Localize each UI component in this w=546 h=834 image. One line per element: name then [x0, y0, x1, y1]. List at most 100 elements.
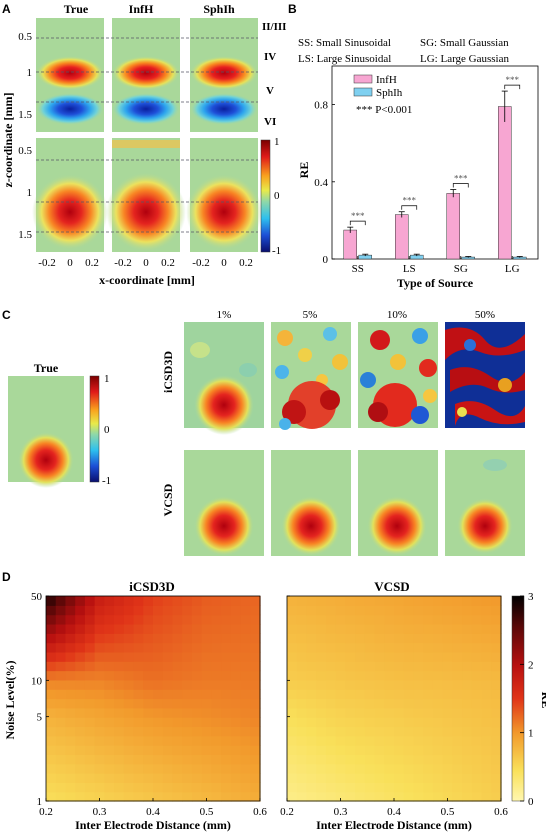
- heat-cell-icsd3d: [230, 735, 242, 746]
- heat-cell-vcsd: [462, 596, 473, 606]
- heat-cell-icsd3d: [211, 623, 222, 634]
- heat-cell-icsd3d: [75, 773, 86, 783]
- colorbar-a-tick-0: 0: [274, 190, 280, 202]
- heat-cell-icsd3d: [172, 596, 183, 606]
- heat-cell-icsd3d: [143, 735, 154, 746]
- heat-cell-icsd3d: [201, 782, 212, 793]
- heat-cell-vcsd: [432, 707, 444, 718]
- d-colorbar-ticks: 0 1 2 3: [520, 591, 534, 808]
- heat-cell-vcsd: [296, 651, 308, 662]
- heat-cell-icsd3d: [75, 605, 86, 616]
- heat-cell-icsd3d: [172, 651, 183, 662]
- heat-cell-vcsd: [296, 679, 308, 690]
- heat-cell-vcsd: [325, 773, 337, 783]
- heat-cell-icsd3d: [46, 726, 57, 737]
- heat-cell-vcsd: [316, 596, 327, 606]
- heat-cell-icsd3d: [221, 661, 232, 672]
- heat-cell-vcsd: [452, 651, 463, 662]
- heat-cell-vcsd: [491, 698, 502, 709]
- b-legend-ss: SS: Small Sinusoidal: [298, 37, 391, 49]
- heat-cell-icsd3d: [250, 782, 261, 793]
- heat-cell-icsd3d: [84, 773, 96, 783]
- heat-cell-icsd3d: [133, 670, 144, 681]
- heat-cell-vcsd: [306, 717, 317, 728]
- heat-cell-icsd3d: [172, 679, 183, 690]
- d-cbar-tick-3: 3: [528, 591, 534, 603]
- heat-cell-vcsd: [452, 698, 463, 709]
- heat-cell-icsd3d: [55, 698, 67, 709]
- heat-cell-vcsd: [471, 642, 483, 653]
- heat-cell-vcsd: [442, 651, 453, 662]
- heat-cell-icsd3d: [191, 735, 203, 746]
- heat-cell-vcsd: [452, 773, 463, 783]
- heat-cell-vcsd: [394, 707, 405, 718]
- heat-cell-icsd3d: [84, 782, 96, 793]
- heat-cell-vcsd: [296, 754, 308, 765]
- heat-cell-icsd3d: [153, 782, 164, 793]
- heat-cell-vcsd: [325, 623, 337, 634]
- heat-cell-vcsd: [471, 745, 483, 756]
- heat-cell-icsd3d: [123, 717, 135, 728]
- colorbar-a: [260, 139, 271, 253]
- heat-cell-icsd3d: [211, 596, 222, 606]
- b-ytick-0: 0: [323, 254, 329, 266]
- heat-cell-vcsd: [316, 661, 327, 672]
- heat-cell-vcsd: [394, 651, 405, 662]
- heat-cell-vcsd: [423, 605, 434, 616]
- heat-cell-vcsd: [423, 633, 434, 644]
- heat-cell-icsd3d: [250, 614, 261, 625]
- d-title-vcsd: VCSD: [374, 579, 409, 594]
- heat-cell-vcsd: [462, 642, 473, 653]
- heat-cell-icsd3d: [75, 735, 86, 746]
- heat-cell-icsd3d: [123, 670, 135, 681]
- heat-cell-vcsd: [394, 633, 405, 644]
- heat-cell-vcsd: [432, 782, 444, 793]
- ytick-top-0.5: 0.5: [18, 31, 32, 43]
- heat-cell-vcsd: [413, 596, 424, 606]
- heat-cell-icsd3d: [182, 679, 193, 690]
- heat-cell-vcsd: [432, 726, 444, 737]
- heat-cell-vcsd: [355, 642, 366, 653]
- heat-cell-icsd3d: [104, 596, 115, 606]
- xtick-true-0.2: 0.2: [85, 257, 99, 269]
- heat-cell-vcsd: [384, 633, 395, 644]
- heat-cell-icsd3d: [84, 745, 96, 756]
- heat-cell-vcsd: [394, 773, 405, 783]
- heat-cell-icsd3d: [46, 642, 57, 653]
- heat-cell-icsd3d: [123, 614, 135, 625]
- heat-cell-icsd3d: [114, 679, 125, 690]
- heat-cell-vcsd: [364, 698, 376, 709]
- bar-infh-sg: [446, 193, 460, 260]
- ytick-top-1: 1: [27, 67, 33, 79]
- heat-cell-icsd3d: [46, 605, 57, 616]
- heat-cell-icsd3d: [240, 782, 251, 793]
- heat-cell-icsd3d: [250, 773, 261, 783]
- heat-cell-vcsd: [481, 745, 492, 756]
- heat-cell-vcsd: [374, 773, 385, 783]
- heat-cell-icsd3d: [123, 651, 135, 662]
- heat-cell-vcsd: [423, 670, 434, 681]
- heat-cell-vcsd: [364, 782, 376, 793]
- heat-cell-icsd3d: [75, 596, 86, 606]
- heat-cell-icsd3d: [191, 661, 203, 672]
- heat-cell-vcsd: [423, 679, 434, 690]
- heat-cell-icsd3d: [153, 633, 164, 644]
- heat-cell-icsd3d: [221, 670, 232, 681]
- heat-cell-vcsd: [355, 754, 366, 765]
- heat-cell-vcsd: [403, 745, 415, 756]
- heat-cell-icsd3d: [153, 726, 164, 737]
- heat-cell-icsd3d: [94, 707, 105, 718]
- heat-cell-icsd3d: [153, 614, 164, 625]
- heat-cell-icsd3d: [172, 642, 183, 653]
- heat-cell-icsd3d: [162, 735, 174, 746]
- heat-cell-vcsd: [355, 670, 366, 681]
- d-xtick-vcsd-0.3: 0.3: [334, 806, 348, 818]
- heat-cell-vcsd: [384, 726, 395, 737]
- xtick-sphih-0.2: 0.2: [239, 257, 253, 269]
- heat-cell-vcsd: [384, 717, 395, 728]
- bar-infh-lg: [498, 106, 512, 260]
- heat-cell-icsd3d: [46, 689, 57, 700]
- heat-cell-vcsd: [462, 651, 473, 662]
- heat-cell-vcsd: [413, 717, 424, 728]
- heat-cell-icsd3d: [201, 596, 212, 606]
